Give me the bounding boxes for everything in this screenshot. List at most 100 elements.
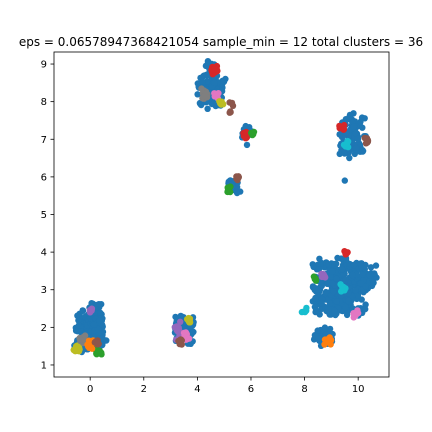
data-point xyxy=(315,266,323,273)
data-point xyxy=(211,79,218,87)
data-point xyxy=(298,308,306,316)
data-point xyxy=(349,271,356,279)
data-point xyxy=(81,332,89,339)
data-point xyxy=(194,91,201,98)
data-point xyxy=(341,177,348,184)
data-point xyxy=(340,126,347,133)
y-tick-label: 7 xyxy=(41,135,47,146)
x-tick-label: 0 xyxy=(87,384,93,395)
data-point xyxy=(354,309,362,317)
data-point xyxy=(343,141,350,148)
data-point xyxy=(220,78,228,85)
data-point xyxy=(327,273,334,280)
y-tick-label: 2 xyxy=(41,323,47,334)
data-point xyxy=(184,316,191,323)
data-point xyxy=(342,276,349,284)
data-point xyxy=(79,307,87,314)
data-point xyxy=(352,144,360,151)
data-point xyxy=(233,189,241,197)
data-point xyxy=(318,300,325,307)
data-point xyxy=(220,101,227,108)
y-tick-label: 3 xyxy=(41,285,47,296)
y-tick-label: 4 xyxy=(41,248,47,259)
data-point xyxy=(203,94,211,101)
y-tick-label: 1 xyxy=(41,360,47,371)
data-point xyxy=(233,183,241,191)
data-point xyxy=(350,261,358,269)
data-point xyxy=(371,270,378,277)
data-point xyxy=(341,150,348,157)
points-layer xyxy=(70,58,380,358)
data-point xyxy=(363,135,371,142)
data-point xyxy=(211,66,218,73)
data-point xyxy=(334,254,341,262)
data-point xyxy=(358,296,365,303)
data-point xyxy=(88,306,95,313)
data-point xyxy=(224,188,231,196)
data-point xyxy=(75,317,82,324)
data-point xyxy=(367,264,375,271)
data-point xyxy=(342,116,350,123)
x-tick-label: 8 xyxy=(301,384,307,395)
data-point xyxy=(243,128,250,136)
data-point xyxy=(215,90,222,97)
x-tick-label: 6 xyxy=(248,384,254,395)
data-point xyxy=(177,336,184,343)
data-point xyxy=(321,324,329,331)
data-point xyxy=(249,130,256,137)
data-point xyxy=(74,342,81,349)
data-point xyxy=(343,311,351,319)
y-tick-label: 6 xyxy=(41,172,47,183)
data-point xyxy=(90,321,98,328)
data-point xyxy=(198,101,205,109)
data-point xyxy=(372,262,380,269)
data-point xyxy=(359,147,367,155)
data-point xyxy=(96,347,104,355)
data-point xyxy=(329,280,336,287)
data-point xyxy=(339,284,346,291)
data-point xyxy=(362,283,369,290)
data-point xyxy=(242,135,249,142)
data-point xyxy=(103,337,110,344)
data-point xyxy=(177,312,184,320)
data-point xyxy=(359,271,366,278)
data-point xyxy=(177,318,184,325)
data-point xyxy=(352,287,359,294)
data-point xyxy=(358,263,366,271)
data-point xyxy=(328,268,336,275)
data-point xyxy=(194,80,201,87)
data-point xyxy=(357,280,365,287)
y-tick-label: 9 xyxy=(41,60,47,71)
y-tick-label: 5 xyxy=(41,210,47,221)
data-point xyxy=(97,309,104,316)
chart-title: eps = 0.0657894736842105​4 sample_min = … xyxy=(19,35,423,49)
data-point xyxy=(94,339,101,346)
data-point xyxy=(312,307,320,314)
data-point xyxy=(86,338,94,346)
data-point xyxy=(227,108,234,115)
data-point xyxy=(228,99,236,107)
data-point xyxy=(352,129,359,137)
data-point xyxy=(339,265,346,273)
data-point xyxy=(187,340,194,347)
data-point xyxy=(350,123,358,130)
data-point xyxy=(96,317,103,324)
data-point xyxy=(316,255,323,262)
data-point xyxy=(310,263,317,271)
data-point xyxy=(315,335,322,342)
data-point xyxy=(331,307,338,315)
data-point xyxy=(370,279,377,286)
data-point xyxy=(357,118,364,126)
data-point xyxy=(361,115,368,122)
data-point xyxy=(321,272,328,279)
data-point xyxy=(199,78,206,85)
data-point xyxy=(312,295,319,302)
data-point xyxy=(322,288,330,296)
data-point xyxy=(174,328,181,335)
data-point xyxy=(362,305,369,313)
data-point xyxy=(235,173,242,180)
data-point xyxy=(345,297,352,305)
data-point xyxy=(354,135,362,143)
x-axis: 0 2 4 6 8 10 xyxy=(87,377,365,395)
